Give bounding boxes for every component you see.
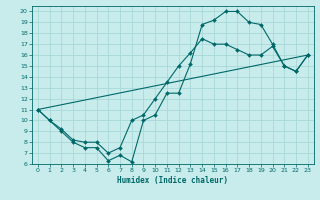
X-axis label: Humidex (Indice chaleur): Humidex (Indice chaleur) bbox=[117, 176, 228, 185]
